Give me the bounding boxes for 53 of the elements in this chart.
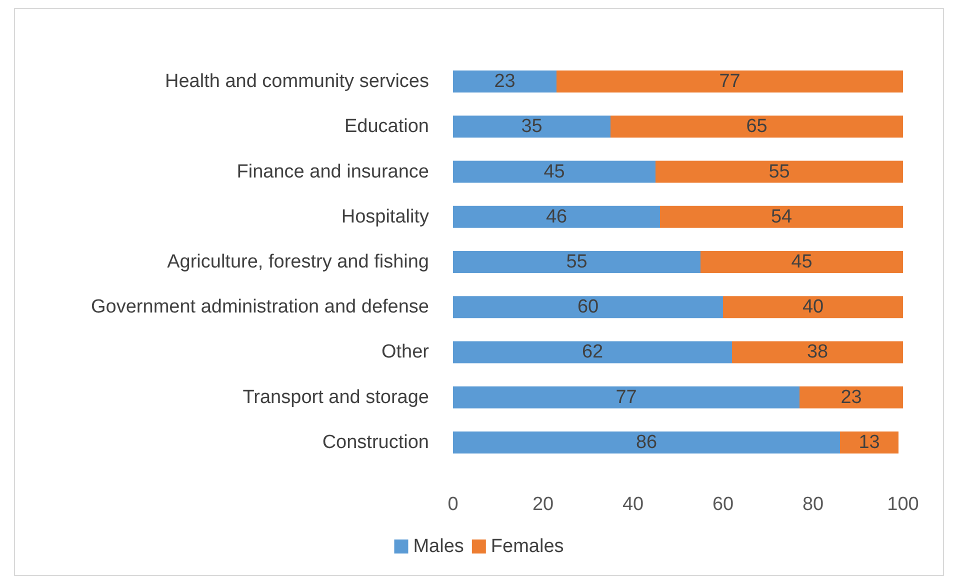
data-label: 60 xyxy=(577,296,599,318)
y-tick-label: Education xyxy=(344,116,429,138)
bar xyxy=(732,341,903,364)
bar xyxy=(660,206,903,228)
data-label: 23 xyxy=(494,71,516,92)
data-label: 55 xyxy=(768,161,790,182)
y-tick-label: Finance and insurance xyxy=(236,161,429,182)
bar xyxy=(453,70,556,93)
bar xyxy=(453,160,656,183)
data-label: 86 xyxy=(636,432,658,453)
x-tick-label: 40 xyxy=(622,494,644,515)
bar xyxy=(453,341,732,364)
x-tick-label: 100 xyxy=(887,494,919,515)
data-label: 54 xyxy=(770,206,792,228)
y-tick-label: Health and community services xyxy=(165,71,429,92)
bar xyxy=(656,160,903,183)
data-label: 55 xyxy=(566,252,588,272)
data-label: 23 xyxy=(840,386,862,408)
x-tick-label: 0 xyxy=(448,494,458,515)
data-label: 62 xyxy=(582,342,604,363)
bar xyxy=(453,386,800,408)
data-label: 65 xyxy=(746,116,768,138)
y-tick-label: Transport and storage xyxy=(242,386,429,408)
data-label: 77 xyxy=(616,386,637,408)
bar xyxy=(453,206,660,228)
bar xyxy=(453,116,610,138)
data-label: 45 xyxy=(791,252,812,272)
legend-label: Males xyxy=(413,536,464,557)
y-tick-label: Other xyxy=(381,342,430,363)
bar xyxy=(453,431,840,454)
data-label: 40 xyxy=(802,296,824,318)
data-label: 38 xyxy=(806,342,828,363)
x-tick-label: 20 xyxy=(532,494,554,515)
data-label: 35 xyxy=(521,116,542,138)
bar xyxy=(453,251,700,273)
y-tick-label: Government administration and defense xyxy=(91,296,429,318)
bar xyxy=(700,251,903,273)
legend-label: Females xyxy=(490,536,564,557)
y-tick-label: Construction xyxy=(322,432,429,453)
x-tick-label: 60 xyxy=(712,494,734,515)
data-label: 13 xyxy=(858,432,880,453)
bar xyxy=(840,431,898,454)
data-label: 77 xyxy=(719,71,740,92)
bar xyxy=(800,386,903,408)
data-label: 45 xyxy=(544,161,565,182)
bar xyxy=(453,296,723,318)
x-tick-label: 80 xyxy=(802,494,824,515)
y-tick-label: Hospitality xyxy=(341,206,430,228)
y-tick-label: Agriculture, forestry and fishing xyxy=(167,252,429,272)
bar xyxy=(610,116,903,138)
bar xyxy=(556,70,903,93)
data-label: 46 xyxy=(546,206,568,228)
bar xyxy=(723,296,903,318)
